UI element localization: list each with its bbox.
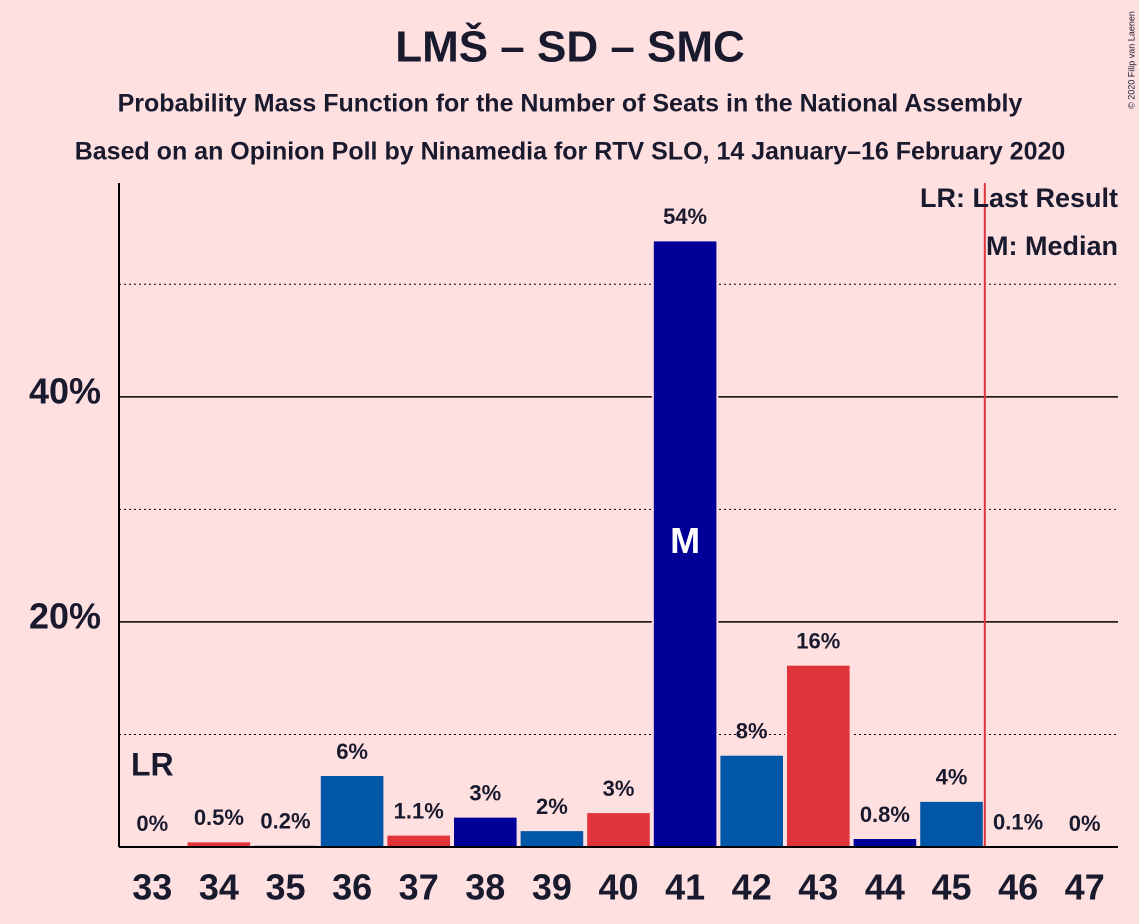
copyright: © 2020 Filip van Laenen [1126,11,1136,109]
x-tick-label: 37 [399,867,439,908]
x-tick-label: 47 [1065,867,1105,908]
x-tick-label: 42 [732,867,772,908]
chart-subtitle: Based on an Opinion Poll by Ninamedia fo… [75,138,1066,166]
value-label: 2% [536,794,568,819]
bar [718,753,786,849]
x-tick-label: 39 [532,867,572,908]
bar [918,799,985,848]
y-tick-label: 40% [29,370,101,411]
chart-subtitle: Probability Mass Function for the Number… [118,90,1023,118]
value-label: 0.1% [993,810,1043,835]
x-tick-label: 36 [332,867,372,908]
x-tick-label: 41 [665,867,705,908]
legend-entry: LR: Last Result [920,183,1118,213]
last-result-label: LR [131,746,174,782]
legend-entry: M: Median [986,231,1118,261]
value-label: 0% [136,811,168,836]
bar [385,833,452,849]
chart-title: LMŠ – SD – SMC [395,21,745,72]
x-tick-label: 46 [998,867,1038,908]
bar [851,836,919,848]
value-label: 8% [736,719,768,744]
value-label: 3% [603,776,635,801]
value-label: 54% [663,204,707,229]
x-tick-label: 33 [132,867,172,908]
value-label: 0.8% [860,802,910,827]
value-label: 4% [936,765,968,790]
value-label: 6% [336,739,368,764]
bar [452,815,519,849]
y-tick-label: 20% [29,595,101,636]
x-tick-label: 34 [199,867,239,908]
value-label: 0.2% [260,809,310,834]
bar [585,811,652,849]
median-label: M [670,520,700,561]
value-label: 3% [469,780,501,805]
x-tick-label: 35 [265,867,305,908]
x-tick-label: 40 [598,867,638,908]
value-label: 0% [1069,811,1101,836]
value-label: 1.1% [394,798,444,823]
bar [785,663,852,848]
x-tick-label: 43 [798,867,838,908]
x-tick-label: 44 [865,867,905,908]
bar [518,829,586,849]
x-tick-label: 38 [465,867,505,908]
value-label: 0.5% [194,805,244,830]
bar [651,239,719,848]
bar [318,773,386,849]
value-label: 16% [796,628,840,653]
x-tick-label: 45 [931,867,971,908]
